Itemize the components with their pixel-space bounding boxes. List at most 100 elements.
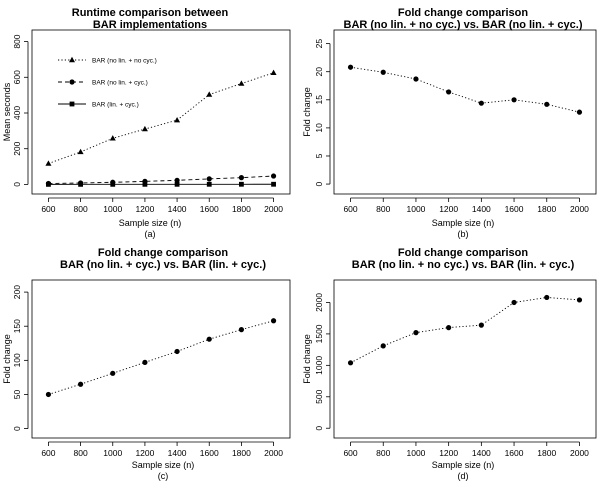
data-point [69,79,75,85]
data-point [206,91,213,97]
data-point [511,97,517,103]
y-tick-label: 10 [314,123,324,133]
data-point [110,181,116,187]
y-tick-label: 50 [12,389,22,399]
y-axis-label: Mean seconds [2,82,12,141]
series-line [350,296,580,364]
data-point [238,327,245,333]
series-3 [46,181,276,187]
x-tick-label: 800 [74,448,88,458]
x-tick-label: 600 [41,448,55,458]
y-tick-label: 1000 [314,356,324,375]
data-point [174,177,180,183]
data-point [380,69,386,75]
data-point [69,101,75,107]
data-point [413,76,419,82]
x-tick-label: 1000 [406,448,425,458]
data-point [45,391,52,398]
series-line [48,175,274,184]
y-tick-label: 500 [314,389,324,403]
x-tick-label: 1400 [168,204,187,214]
x-tick-label: 1600 [505,204,524,214]
data-point [141,125,148,132]
legend-label: BAR (no lin. + no cyc.) [92,58,157,65]
series-1 [45,318,277,398]
x-tick-label: 1200 [135,204,154,214]
x-tick-label: 2000 [264,204,283,214]
data-point [413,330,419,336]
series-line [48,320,274,395]
x-tick-label: 600 [343,204,357,214]
y-tick-label: 100 [12,353,22,367]
series-1 [347,64,583,115]
x-axis-label: Sample size (n) [432,460,495,470]
x-tick-label: 1800 [232,448,251,458]
y-axis-label: Fold change [2,334,12,384]
x-tick-label: 1800 [537,204,556,214]
y-tick-label: 15 [314,95,324,105]
y-tick-label: 20 [314,67,324,77]
x-axis-label: Sample size (n) [132,460,195,470]
y-tick-label: 0 [314,181,324,186]
y-tick-label: 200 [12,141,22,155]
chart-title: Runtime comparison between [72,7,229,19]
y-axis-label: Fold change [302,87,312,137]
x-tick-label: 800 [376,204,390,214]
x-tick-label: 1200 [439,448,458,458]
x-tick-label: 1000 [406,204,425,214]
data-point [77,381,84,387]
x-tick-label: 2000 [570,448,589,458]
y-tick-label: 0 [12,426,22,431]
data-point [109,135,116,141]
chart-subtitle: BAR (no lin. + no cyc.) vs. BAR (lin. + … [352,259,575,271]
x-axis-label: Sample size (n) [119,218,182,228]
data-point [142,359,148,365]
data-point [446,325,452,331]
data-point [77,148,84,155]
legend-label: BAR (no lin. + cyc.) [92,80,148,87]
panel-caption: (b) [458,229,469,239]
data-point [380,343,386,349]
y-tick-label: 5 [314,153,324,158]
y-axis-label: Fold change [302,334,312,384]
x-tick-label: 1800 [537,448,556,458]
x-tick-label: 1800 [232,204,251,214]
x-tick-label: 1600 [200,448,219,458]
x-tick-label: 1400 [168,448,187,458]
x-tick-label: 1400 [472,448,491,458]
data-point [239,181,244,187]
data-point [174,181,180,187]
panel-caption: (c) [158,471,169,481]
y-tick-label: 600 [12,70,22,84]
x-axis-label: Sample size (n) [432,218,495,228]
data-point [206,176,212,182]
y-tick-label: 25 [314,39,324,49]
plot-frame [333,279,597,439]
legend-label: BAR (lin. + cyc.) [92,102,139,109]
plot-frame [333,29,597,195]
chart-subtitle: BAR (no lin. + cyc.) vs. BAR (lin. + cyc… [60,259,266,271]
chart-title: Fold change comparison [398,7,528,19]
data-point [174,116,181,123]
chart-title: Fold change comparison [98,247,228,259]
x-tick-label: 800 [376,448,390,458]
data-point [446,89,452,95]
x-tick-label: 1200 [135,448,154,458]
series-line [48,72,274,164]
x-tick-label: 1000 [103,204,122,214]
data-point [347,360,354,366]
plot-frame [31,279,291,439]
chart-subtitle: BAR implementations [93,19,207,31]
panel-caption: (a) [145,229,156,239]
data-point [544,101,550,107]
data-point [78,181,83,187]
y-tick-label: 0 [12,182,22,187]
y-tick-label: 2000 [314,293,324,312]
series-1 [347,294,583,366]
data-point [238,80,245,86]
y-tick-label: 200 [12,285,22,299]
